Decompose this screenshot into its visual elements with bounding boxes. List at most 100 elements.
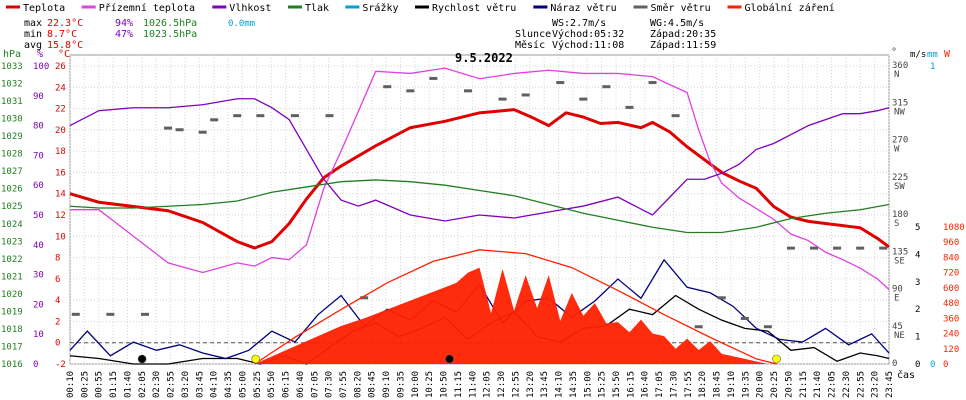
marker-moonset (137, 354, 147, 364)
ms-tick: 4 (915, 250, 920, 260)
pct-tick: 50 (33, 211, 44, 221)
direction-tick: 90 (892, 285, 903, 295)
celsius-tick: 12 (55, 211, 66, 221)
direction-tick: 225 (892, 173, 908, 183)
x-tick-label: 05:00 (238, 371, 248, 398)
stats-label-avg: avg (24, 40, 42, 51)
series-point-smer-vetru (786, 246, 795, 250)
direction-tick: 180 (892, 210, 908, 220)
series-point-smer-vetru (383, 85, 392, 89)
x-tick-label: 05:50 (267, 371, 277, 398)
celsius-tick: 18 (55, 147, 66, 157)
hpa-tick: 1032 (1, 80, 23, 90)
stats-max-temp: 22.3°C (47, 18, 83, 29)
ms-tick: 5 (915, 223, 920, 233)
w-tick: 0 (943, 360, 948, 370)
astro-moonrise: Východ:11:08 (552, 39, 624, 51)
hpa-tick: 1021 (1, 272, 23, 282)
direction-tick: 0 (892, 359, 897, 369)
series-point-smer-vetru (763, 325, 772, 329)
x-tick-label: 07:55 (339, 371, 349, 398)
x-tick-label: 08:45 (368, 371, 378, 398)
pct-tick: 20 (33, 300, 44, 310)
x-tick-label: 20:25 (770, 371, 780, 398)
marker-sunrise (251, 354, 261, 364)
chart-title: 9.5.2022 (455, 51, 513, 65)
x-tick-label: 10:00 (411, 371, 421, 398)
hpa-tick: 1029 (1, 132, 23, 142)
celsius-tick: 20 (55, 126, 66, 136)
w-tick: 840 (943, 253, 959, 263)
hpa-tick: 1025 (1, 202, 23, 212)
x-tick-label: 02:55 (167, 371, 177, 398)
series-point-smer-vetru (106, 312, 115, 316)
x-tick-label: 15:00 (583, 371, 593, 398)
pct-tick: 0 (33, 360, 38, 370)
w-tick: 720 (943, 269, 959, 279)
x-tick-label: 17:30 (669, 371, 679, 398)
x-tick-label: 00:55 (95, 371, 105, 398)
stats-min-press: 1023.5hPa (143, 29, 197, 40)
series-point-smer-vetru (671, 114, 680, 118)
hpa-tick: 1027 (1, 167, 23, 177)
astro-moonset: Západ:11:59 (650, 39, 716, 51)
legend-label: Přízemní teplota (99, 2, 195, 14)
hpa-unit: hPa (3, 49, 21, 60)
direction-tick: 135 (892, 247, 908, 257)
hpa-tick: 1024 (1, 220, 23, 230)
hpa-tick: 1022 (1, 255, 23, 265)
direction-label: NE (894, 331, 905, 341)
series-point-smer-vetru (233, 114, 242, 118)
x-tick-label: 18:45 (713, 371, 723, 398)
hpa-tick: 1026 (1, 185, 23, 195)
x-tick-label: 03:20 (181, 371, 191, 398)
x-tick-label: 03:45 (195, 371, 205, 398)
x-tick-label: 10:25 (425, 371, 435, 398)
series-area-globalni-zareni (70, 267, 889, 364)
series-point-smer-vetru (648, 81, 657, 85)
celsius-tick: 14 (55, 190, 66, 200)
celsius-unit: °C (58, 49, 70, 60)
astro-sunset: Západ:20:35 (650, 28, 716, 40)
stats-max-rain: 0.0mm (228, 19, 255, 29)
legend-label: Srážky (362, 2, 398, 14)
series-line-teplota (69, 108, 890, 250)
x-tick-label: 14:10 (555, 371, 565, 398)
stats-label-max: max (24, 18, 42, 29)
x-tick-label: 12:30 (497, 371, 507, 398)
direction-label: N (894, 70, 899, 80)
direction-label: NW (894, 107, 905, 117)
celsius-tick: 22 (55, 105, 66, 115)
series-point-smer-vetru (579, 97, 588, 101)
x-tick-label: 08:20 (353, 371, 363, 398)
direction-label: E (894, 294, 899, 304)
legend-label: Teplota (23, 3, 65, 14)
x-tick-label: 22:55 (856, 371, 866, 398)
pct-tick: 90 (33, 92, 44, 102)
x-tick-label: 22:05 (828, 371, 838, 398)
legend-label: Tlak (305, 3, 329, 14)
hpa-tick: 1017 (1, 342, 23, 352)
x-tick-label: 19:35 (741, 371, 751, 398)
direction-label: W (894, 145, 900, 155)
x-tick-label: 06:15 (282, 371, 292, 398)
celsius-tick: 10 (55, 232, 66, 242)
x-tick-label: 01:40 (123, 371, 133, 398)
series-line-prizemni-teplota (70, 67, 890, 290)
x-tick-label: 02:30 (152, 371, 162, 398)
hpa-tick: 1023 (1, 237, 23, 247)
celsius-tick: -2 (55, 360, 66, 370)
mm-unit: mm (927, 50, 938, 60)
hpa-tick: 1018 (1, 325, 23, 335)
direction-label: SE (894, 256, 905, 266)
x-tick-label: 17:05 (655, 371, 665, 398)
series-point-smer-vetru (429, 76, 438, 80)
series-point-smer-vetru (810, 246, 819, 250)
celsius-tick: 2 (55, 317, 60, 327)
series-line-teoreticke-zareni (254, 249, 777, 365)
stats-label-min: min (24, 29, 42, 40)
x-tick-label: 15:50 (612, 371, 622, 398)
celsius-tick: 24 (55, 83, 66, 93)
legend-label: Globální záření (745, 2, 835, 14)
